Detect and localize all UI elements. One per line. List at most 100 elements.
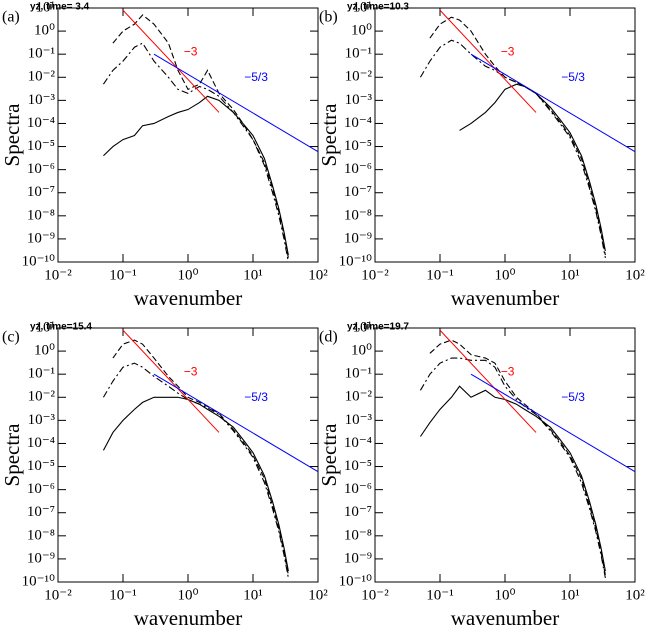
y-tick-label: 10⁻¹⁰ (22, 573, 55, 589)
y-tick-label: 10⁻⁸ (344, 527, 372, 543)
y-tick-label: 10¹ (353, 319, 373, 335)
x-tick-label: 10⁻² (361, 587, 389, 603)
y-tick-label: 10⁰ (351, 23, 372, 39)
y-tick-label: 10⁻⁵ (344, 138, 372, 154)
y-tick-label: 10⁻⁶ (344, 481, 372, 497)
y-tick-label: 10¹ (36, 319, 56, 335)
x-axis-label: wavenumber (134, 286, 242, 310)
y-axis-label: Spectra (0, 103, 24, 167)
y-tick-label: 10⁻⁶ (344, 161, 372, 177)
x-tick-label: 10⁻² (361, 267, 389, 283)
y-tick-label: 10⁻⁹ (27, 550, 55, 566)
panel-label: (b) (319, 9, 338, 26)
reference-line (470, 53, 636, 153)
y-tick-label: 10⁻⁵ (27, 138, 55, 154)
x-tick-label: 10⁰ (177, 587, 198, 603)
reference-line (122, 9, 220, 113)
spectrum-line (112, 339, 289, 576)
y-tick-label: 10⁰ (351, 343, 372, 359)
y-tick-label: 10⁻³ (345, 412, 373, 428)
panel-title: yz, time=10.3 (347, 2, 409, 13)
x-tick-label: 10⁻² (44, 267, 72, 283)
y-tick-label: 10⁻⁷ (344, 184, 372, 200)
slope-label: −3 (501, 45, 515, 59)
y-tick-label: 10⁻⁹ (344, 230, 372, 246)
panel-label: (c) (2, 329, 20, 346)
spectrum-line (102, 42, 289, 263)
spectrum-line (459, 83, 606, 252)
spectrum-line (429, 339, 606, 576)
y-tick-label: 10⁻⁹ (344, 550, 372, 566)
y-tick-label: 10⁻⁵ (27, 458, 55, 474)
reference-line (153, 373, 319, 473)
y-tick-label: 10⁻³ (345, 92, 373, 108)
y-tick-label: 10⁻¹ (345, 46, 372, 62)
x-tick-label: 10¹ (243, 267, 263, 283)
y-tick-label: 10⁻⁷ (344, 504, 372, 520)
x-axis-label: wavenumber (451, 606, 559, 630)
y-tick-label: 10⁻⁸ (27, 527, 55, 543)
slope-label: −3 (501, 365, 515, 379)
spectrum-line (419, 385, 606, 572)
x-tick-label: 10¹ (560, 267, 580, 283)
x-tick-label: 10² (308, 267, 328, 283)
y-axis-label: Spectra (317, 103, 341, 167)
panel-label: (a) (2, 9, 20, 26)
y-tick-label: 10¹ (353, 0, 373, 15)
y-tick-label: 10⁰ (34, 343, 55, 359)
spectrum-line (419, 39, 606, 259)
panel-title: yz, time=15.4 (30, 322, 92, 333)
spectrum-line (103, 95, 289, 256)
x-tick-label: 10² (625, 587, 645, 603)
y-tick-label: 10¹ (36, 0, 56, 15)
spectrum-line (102, 396, 289, 572)
y-tick-label: 10⁻² (345, 389, 373, 405)
spectrum-line (429, 16, 606, 256)
x-tick-label: 10⁰ (494, 267, 515, 283)
y-tick-label: 10⁻⁴ (344, 435, 372, 451)
x-tick-label: 10¹ (560, 587, 580, 603)
x-tick-label: 10¹ (243, 587, 263, 603)
x-tick-label: 10⁻¹ (426, 587, 453, 603)
y-tick-label: 10⁻¹ (345, 366, 372, 382)
y-tick-label: 10⁻⁴ (27, 435, 55, 451)
y-tick-label: 10⁻² (28, 69, 56, 85)
panel-label: (d) (319, 329, 338, 346)
x-tick-label: 10⁻¹ (109, 267, 136, 283)
x-tick-label: 10⁻¹ (109, 587, 136, 603)
x-tick-label: 10⁻² (44, 587, 72, 603)
y-tick-label: 10⁻⁶ (27, 481, 55, 497)
slope-label: −5/3 (561, 390, 585, 404)
y-tick-label: 10⁻¹⁰ (339, 253, 372, 269)
spectrum-line (419, 357, 606, 579)
x-axis-label: wavenumber (451, 286, 559, 310)
reference-line (470, 373, 636, 473)
slope-label: −3 (184, 45, 198, 59)
x-axis-label: wavenumber (134, 606, 242, 630)
y-tick-label: 10⁻² (28, 389, 56, 405)
spectrum-line (112, 14, 289, 259)
y-tick-label: 10⁻⁷ (27, 504, 55, 520)
slope-label: −5/3 (561, 70, 585, 84)
y-tick-label: 10⁻⁸ (344, 207, 372, 223)
y-tick-label: 10⁻² (345, 69, 373, 85)
panel-title: yz, time= 3.4 (30, 2, 90, 13)
y-tick-label: 10⁻⁴ (344, 115, 372, 131)
x-tick-label: 10⁰ (177, 267, 198, 283)
y-tick-label: 10⁻⁴ (27, 115, 55, 131)
reference-line (153, 53, 319, 153)
y-tick-label: 10⁻³ (28, 412, 56, 428)
x-tick-label: 10² (625, 267, 645, 283)
panel-title: yz, time=19.7 (347, 322, 409, 333)
x-tick-label: 10⁻¹ (426, 267, 453, 283)
slope-label: −3 (184, 365, 198, 379)
y-axis-label: Spectra (0, 423, 24, 487)
reference-line (439, 9, 537, 113)
reference-line (439, 329, 537, 433)
y-tick-label: 10⁻¹⁰ (22, 253, 55, 269)
spectrum-line (102, 362, 289, 579)
y-tick-label: 10⁻⁷ (27, 184, 55, 200)
reference-line (122, 329, 220, 433)
y-tick-label: 10⁻³ (28, 92, 56, 108)
